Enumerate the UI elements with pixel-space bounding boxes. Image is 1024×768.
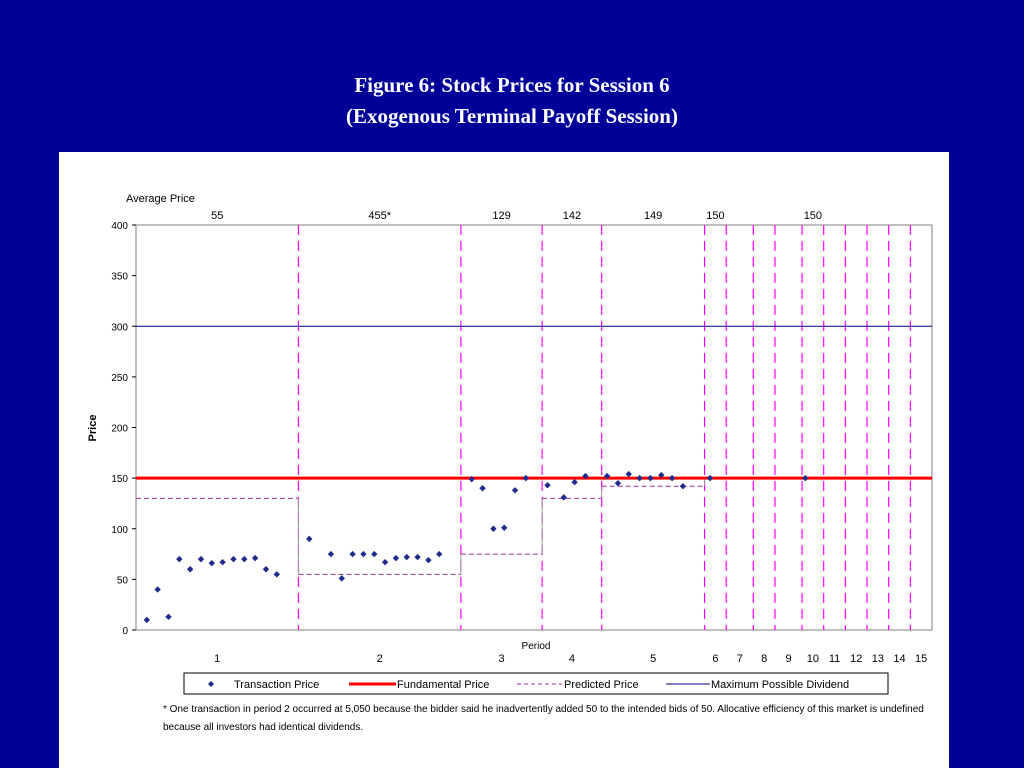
transaction-point	[468, 475, 475, 483]
period-label: 15	[915, 653, 927, 665]
transaction-point	[349, 550, 356, 558]
y-tick-label: 50	[117, 575, 129, 586]
transaction-point	[511, 487, 519, 494]
transaction-point	[414, 553, 421, 561]
transaction-point	[186, 566, 194, 573]
transaction-point	[571, 478, 578, 486]
legend-fundamental-label: Fundamental Price	[397, 679, 489, 691]
average-price-value: 55	[211, 210, 223, 222]
transaction-point	[706, 474, 714, 482]
transaction-point	[501, 524, 508, 531]
transaction-point	[425, 556, 432, 564]
transaction-point	[241, 555, 248, 563]
transaction-point	[544, 482, 551, 489]
legend-box	[183, 672, 889, 695]
period-label: 1	[214, 653, 220, 665]
y-tick-label: 250	[111, 373, 128, 384]
transaction-point	[560, 494, 567, 501]
transaction-point	[197, 555, 205, 563]
y-tick-label: 400	[111, 221, 128, 232]
y-tick-label: 0	[122, 626, 128, 637]
average-price-value: 455*	[368, 210, 391, 222]
period-label: 3	[498, 653, 504, 665]
transaction-point	[436, 550, 443, 558]
transaction-point	[327, 550, 335, 558]
transaction-point	[490, 525, 497, 532]
title-line-2: (Exogenous Terminal Payoff Session)	[346, 104, 678, 128]
period-label: 7	[737, 653, 743, 665]
transaction-point	[603, 472, 611, 480]
title-line-1: Figure 6: Stock Prices for Session 6	[354, 73, 670, 97]
transaction-point	[360, 550, 367, 558]
transaction-point	[251, 554, 259, 562]
slide-title: Figure 6: Stock Prices for Session 6 (Ex…	[0, 70, 1024, 132]
plot-area	[135, 224, 933, 631]
chart-panel: 0 50 100 150 200 250 300 350 400 Average Price 55 4…	[59, 152, 949, 768]
period-label: 8	[761, 653, 767, 665]
period-label: 13	[872, 653, 884, 665]
period-label: 11	[829, 653, 840, 665]
transaction-point	[658, 471, 665, 479]
transaction-point	[668, 474, 676, 482]
average-price-value: 129	[492, 210, 510, 222]
transaction-point	[479, 485, 486, 492]
transaction-point	[647, 474, 654, 482]
footnote: * One transaction in period 2 occurred a…	[163, 704, 924, 733]
period-label: 2	[377, 653, 383, 665]
y-tick-label: 100	[111, 525, 128, 536]
x-axis-label: Period	[522, 641, 551, 652]
period-label: 9	[785, 653, 791, 665]
period-label: 12	[850, 653, 862, 665]
y-axis-label: Price	[87, 415, 99, 442]
transaction-point	[625, 470, 632, 478]
transaction-point	[262, 566, 270, 573]
transaction-point	[219, 558, 226, 566]
transaction-point	[154, 586, 161, 593]
transaction-point	[802, 474, 809, 482]
transaction-point	[582, 472, 589, 480]
average-price-value: 150	[706, 210, 724, 222]
average-price-value: 150	[804, 210, 822, 222]
period-label: 10	[807, 653, 819, 665]
transaction-point	[381, 558, 389, 566]
period-label: 5	[650, 653, 656, 665]
transaction-point	[273, 571, 280, 578]
y-tick-label: 300	[111, 322, 128, 333]
y-tick-label: 200	[111, 424, 128, 435]
transaction-point	[208, 559, 216, 567]
y-tick-label: 350	[111, 272, 128, 283]
average-price-value: 142	[563, 210, 581, 222]
transaction-point	[636, 474, 643, 482]
transaction-point	[679, 483, 687, 490]
legend-predicted-label: Predicted Price	[564, 679, 639, 691]
legend-max-label: Maximum Possible Dividend	[711, 679, 849, 691]
y-tick-label: 150	[111, 474, 128, 485]
transaction-point	[230, 555, 237, 563]
legend-transaction-label: Transaction Price	[234, 679, 319, 691]
period-label: 6	[712, 653, 718, 665]
transaction-point	[306, 535, 313, 543]
chart-svg: 0 50 100 150 200 250 300 350 400 Average Price 55 4…	[87, 193, 933, 695]
legend-transaction-marker	[208, 681, 214, 687]
transaction-point	[165, 613, 172, 621]
period-label: 14	[893, 653, 905, 665]
transaction-point	[522, 474, 530, 482]
average-price-label: Average Price	[126, 193, 195, 205]
transaction-point	[143, 616, 151, 624]
transaction-point	[338, 575, 345, 582]
period-label: 4	[569, 653, 575, 665]
transaction-point	[371, 550, 378, 558]
transaction-point	[176, 555, 183, 563]
transaction-point	[403, 553, 410, 561]
transaction-point	[614, 479, 622, 487]
transaction-point	[392, 554, 400, 562]
average-price-value: 149	[644, 210, 662, 222]
